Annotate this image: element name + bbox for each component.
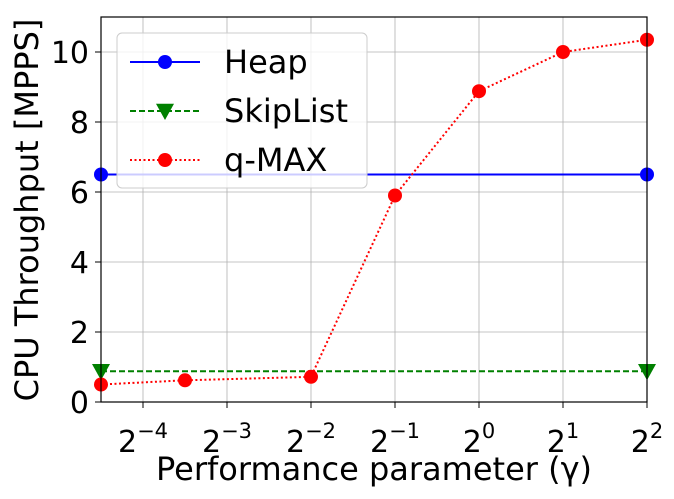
legend-label-q-max: q-MAX <box>224 141 327 179</box>
x-tick-label: 20 <box>463 419 495 460</box>
marker-group <box>92 32 656 392</box>
x-tick-label: 2−3 <box>202 419 252 460</box>
ticks: 2−4 2−3 2−2 2−1 20 21 22 0 2 4 6 8 10 <box>51 36 663 460</box>
legend-marker-heap <box>158 55 172 69</box>
y-axis-label: CPU Throughput [MPPS] <box>8 19 46 402</box>
x-tick-label: 22 <box>631 419 663 460</box>
legend-marker-q-max <box>158 153 172 167</box>
x-tick-label: 2−1 <box>370 419 420 460</box>
data-point-q-max <box>304 369 318 384</box>
data-point-q-max <box>178 373 192 388</box>
data-point-q-max <box>472 84 486 99</box>
legend-marker-skiplist <box>156 103 174 120</box>
data-point-q-max <box>388 188 402 203</box>
legend-label-skiplist: SkipList <box>224 92 348 130</box>
legend: Heap SkipList q-MAX <box>116 32 368 189</box>
data-point-q-max <box>556 45 570 59</box>
y-tick-label: 8 <box>70 106 89 141</box>
x-axis-label: Performance parameter (γ) <box>156 450 592 488</box>
y-tick-label: 4 <box>70 246 89 281</box>
y-tick-label: 2 <box>70 316 89 351</box>
legend-label-heap: Heap <box>224 43 308 81</box>
x-tick-label: 2−4 <box>118 419 168 460</box>
legend-box <box>116 32 368 189</box>
y-tick-label: 0 <box>70 386 89 421</box>
plot-frame <box>100 16 648 403</box>
y-tick-label: 10 <box>51 36 89 71</box>
x-tick-label: 21 <box>547 419 579 460</box>
y-tick-label: 6 <box>70 176 89 211</box>
x-tick-label: 2−2 <box>286 419 336 460</box>
